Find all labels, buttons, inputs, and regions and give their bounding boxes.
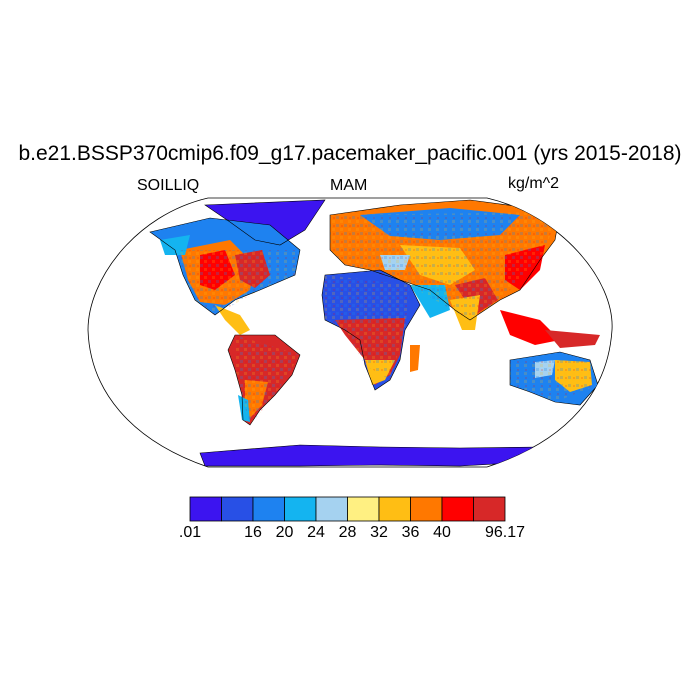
greenland-region [205, 200, 325, 245]
colorbar-tick-label: 40 [433, 524, 451, 541]
variable-label: SOILLIQ [137, 177, 200, 194]
colorbar-tick-label: 36 [401, 524, 420, 541]
plot-title: b.e21.BSSP370cmip6.f09_g17.pacemaker_pac… [18, 142, 682, 165]
colorbar-tick-label: 20 [275, 524, 294, 541]
antarctica-region [200, 445, 540, 466]
colorbar-swatch [284, 496, 317, 522]
colorbar-swatch [410, 496, 443, 522]
colorbar-swatch [441, 496, 474, 522]
colorbar-swatch [347, 496, 380, 522]
colorbar-tick-label: .01 [178, 524, 202, 541]
colorbar-tick-label: 32 [370, 524, 388, 541]
colorbar-swatch [378, 496, 411, 522]
units-label: kg/m^2 [508, 175, 560, 192]
colorbar-tick-label: 96.17 [484, 524, 526, 541]
season-label: MAM [330, 177, 368, 194]
colorbar-tick-label: 24 [307, 524, 325, 541]
colorbar-swatch [221, 496, 254, 522]
colorbar-tick-label: 16 [244, 524, 262, 541]
colorbar-tick-label: 28 [338, 524, 357, 541]
map-border [87, 197, 613, 468]
colorbar-swatch [315, 496, 348, 522]
colorbar-swatch [473, 496, 506, 522]
colorbar-swatch [189, 496, 222, 522]
colorbar [189, 496, 506, 522]
colorbar-swatch [252, 496, 285, 522]
